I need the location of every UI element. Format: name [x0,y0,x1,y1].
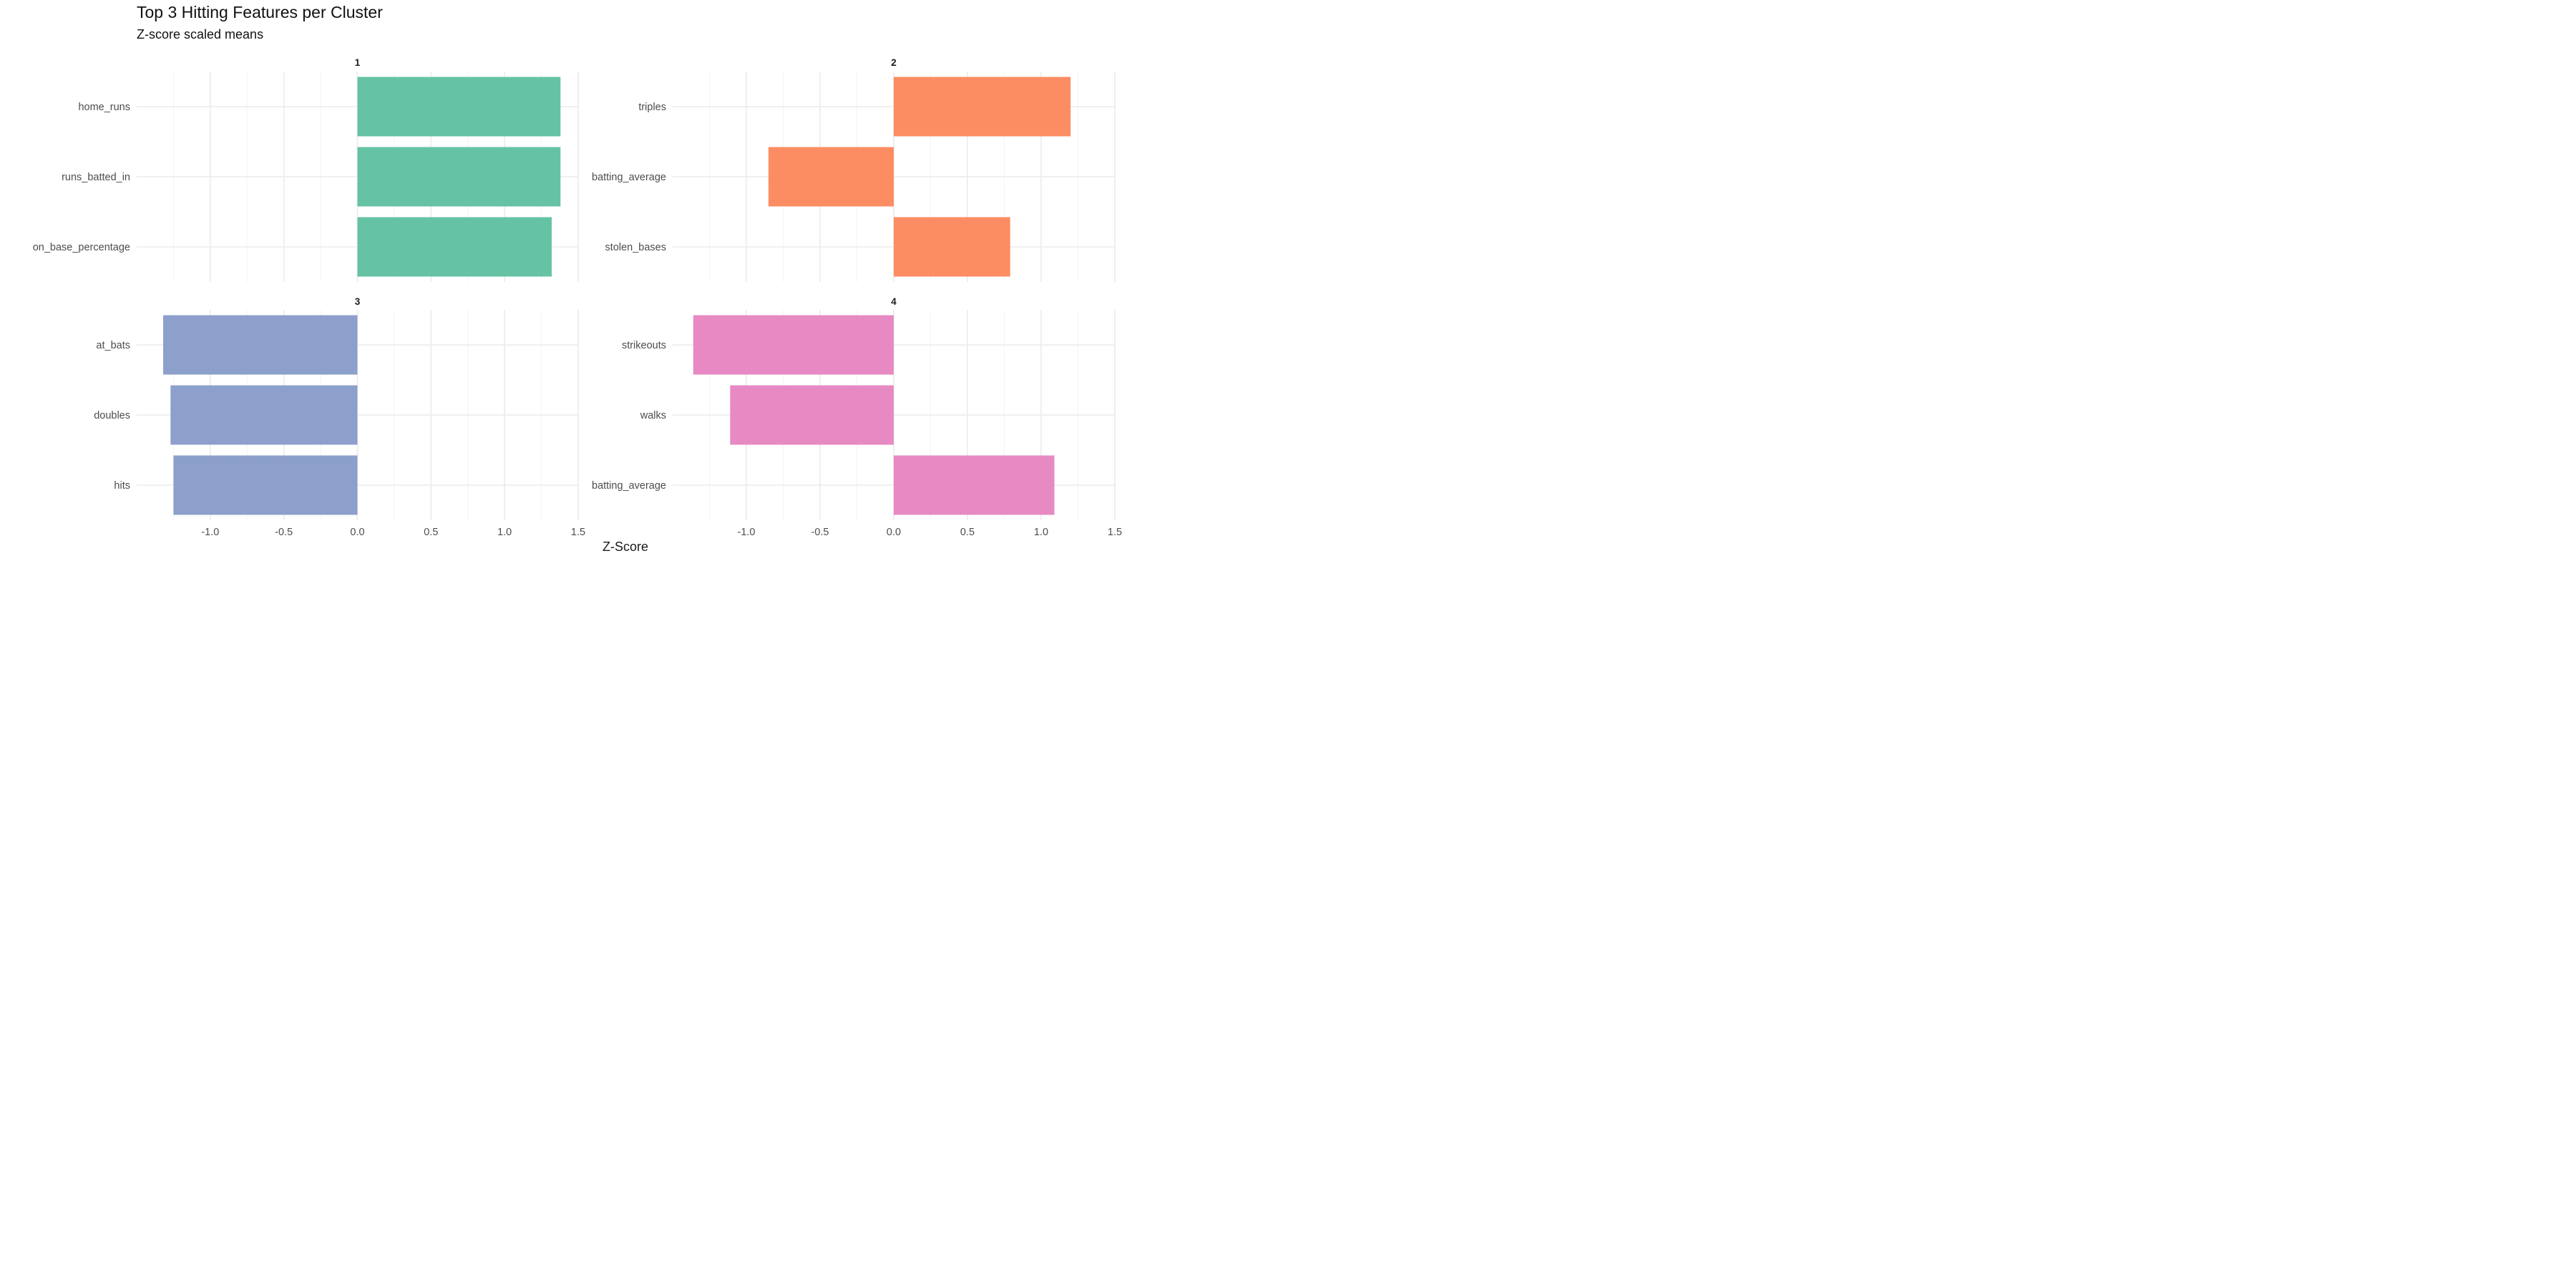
x-tick-label: 1.0 [1034,527,1048,538]
bar-home_runs [357,77,561,137]
bar-batting_average [894,455,1055,515]
chart-title: Top 3 Hitting Features per Cluster [137,3,383,21]
x-tick-label: 1.5 [1108,527,1122,538]
bar-on_base_percentage [357,217,552,277]
facet-panel-4: strikeouts walks batting_average 4 -1.0 -0.5 0… [592,296,1122,538]
category-label: walks [640,410,666,421]
chart-canvas: home_runs runs_batted_in on_base_percentag… [33,57,1122,554]
x-tick-label: -0.5 [811,527,829,538]
chart-subtitle: Z-score scaled means [137,27,264,42]
x-tick-label: 0.0 [350,527,364,538]
x-tick-label: 0.5 [424,527,438,538]
category-label: runs_batted_in [62,172,130,183]
bar-strikeouts [693,315,894,375]
chart-root: Top 3 Hitting Features per Cluster Z-sco… [0,0,1122,561]
bar-walks [730,385,894,445]
x-tick-label: 1.0 [497,527,512,538]
x-tick-label: 0.0 [887,527,901,538]
bar-triples [894,77,1071,137]
x-tick-label: -1.0 [738,527,756,538]
facet-panel-1: home_runs runs_batted_in on_base_percentag… [33,57,579,282]
category-label: batting_average [592,172,666,183]
bar-batting_average [768,147,894,207]
facet-strip-label: 4 [891,296,897,307]
facet-strip-label: 1 [355,57,361,68]
category-label: doubles [94,410,130,421]
bar-doubles [170,385,358,445]
category-label: hits [114,480,130,492]
bar-stolen_bases [894,217,1010,277]
x-axis-title: Z-Score [602,540,648,554]
bar-runs_batted_in [357,147,561,207]
category-label: strikeouts [622,340,666,351]
x-tick-label: -0.5 [275,527,293,538]
category-label: stolen_bases [605,242,666,253]
category-label: batting_average [592,480,666,492]
category-label: triples [638,102,666,113]
facet-panel-2: triples batting_average stolen_bases 2 [592,57,1116,282]
facet-strip-label: 2 [891,57,897,68]
bar-at_bats [163,315,358,375]
bar-hits [173,455,358,515]
x-tick-label: 0.5 [960,527,975,538]
category-label: home_runs [78,102,130,113]
category-label: at_bats [96,340,130,351]
category-label: on_base_percentage [33,242,130,253]
x-tick-label: -1.0 [201,527,219,538]
x-tick-label: 1.5 [571,527,585,538]
facet-strip-label: 3 [355,296,361,307]
